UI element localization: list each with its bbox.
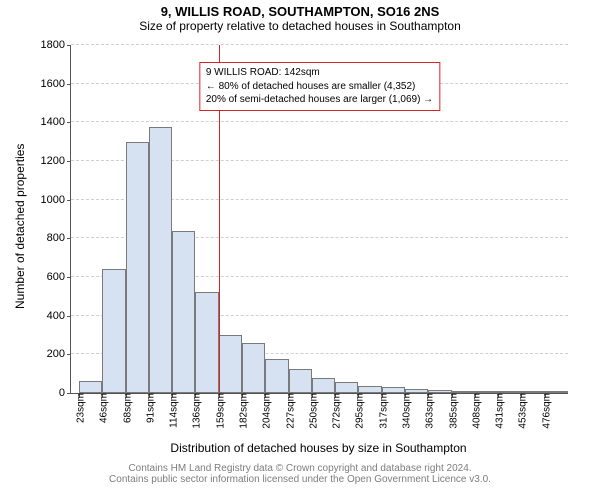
annotation-box: 9 WILLIS ROAD: 142sqm← 80% of detached h… — [199, 62, 440, 111]
gridline — [71, 121, 568, 122]
y-tick: 600 — [47, 271, 71, 283]
x-tick: 272sqm — [328, 393, 343, 429]
x-tick: 227sqm — [281, 393, 296, 429]
histogram-bar — [195, 292, 218, 393]
y-tick: 400 — [47, 310, 71, 322]
x-tick: 250sqm — [304, 393, 319, 429]
chart-title-sub: Size of property relative to detached ho… — [0, 19, 600, 35]
chart-title-main: 9, WILLIS ROAD, SOUTHAMPTON, SO16 2NS — [0, 0, 600, 19]
histogram-bar — [335, 382, 358, 393]
y-tick: 1800 — [41, 39, 71, 51]
x-tick: 68sqm — [118, 393, 133, 423]
y-tick: 1000 — [41, 194, 71, 206]
figure: 9, WILLIS ROAD, SOUTHAMPTON, SO16 2NS Si… — [0, 0, 600, 500]
x-tick: 114sqm — [165, 393, 180, 428]
x-tick: 46sqm — [95, 393, 110, 423]
x-tick: 431sqm — [491, 393, 506, 429]
histogram-bar — [149, 127, 172, 393]
histogram-bar — [102, 269, 125, 393]
histogram-bar — [265, 359, 288, 393]
annotation-line: ← 80% of detached houses are smaller (4,… — [206, 80, 433, 94]
x-tick: 295sqm — [351, 393, 366, 429]
plot-area: 02004006008001000120014001600180023sqm46… — [70, 45, 568, 394]
x-tick: 363sqm — [421, 393, 436, 429]
y-axis-label: Number of detached properties — [13, 144, 27, 309]
histogram-bar — [219, 335, 242, 393]
histogram-bar — [312, 378, 335, 393]
x-tick: 204sqm — [258, 393, 273, 429]
x-tick: 23sqm — [72, 393, 87, 423]
histogram-bar — [289, 369, 312, 393]
y-tick: 0 — [59, 387, 71, 399]
histogram-bar — [126, 142, 149, 393]
y-tick: 800 — [47, 232, 71, 244]
y-tick: 200 — [47, 348, 71, 360]
histogram-bar — [172, 231, 195, 393]
histogram-bar — [242, 343, 265, 393]
x-tick: 476sqm — [537, 393, 552, 429]
footer-attribution: Contains HM Land Registry data © Crown c… — [0, 463, 600, 485]
x-tick: 91sqm — [141, 393, 156, 423]
histogram-bar — [358, 386, 381, 393]
x-tick: 453sqm — [514, 393, 529, 429]
annotation-line: 9 WILLIS ROAD: 142sqm — [206, 66, 433, 80]
y-tick: 1600 — [41, 78, 71, 90]
y-tick: 1200 — [41, 155, 71, 167]
x-tick: 340sqm — [398, 393, 413, 429]
gridline — [71, 44, 568, 45]
histogram-bar — [79, 381, 102, 393]
x-tick: 182sqm — [235, 393, 250, 429]
x-tick: 317sqm — [374, 393, 389, 429]
annotation-line: 20% of semi-detached houses are larger (… — [206, 93, 433, 107]
footer-line-1: Contains HM Land Registry data © Crown c… — [0, 463, 600, 474]
x-tick: 159sqm — [211, 393, 226, 429]
x-tick: 136sqm — [188, 393, 203, 429]
x-tick: 385sqm — [444, 393, 459, 429]
x-tick: 408sqm — [467, 393, 482, 429]
x-axis-label: Distribution of detached houses by size … — [70, 441, 567, 455]
y-tick: 1400 — [41, 116, 71, 128]
footer-line-2: Contains public sector information licen… — [0, 474, 600, 485]
